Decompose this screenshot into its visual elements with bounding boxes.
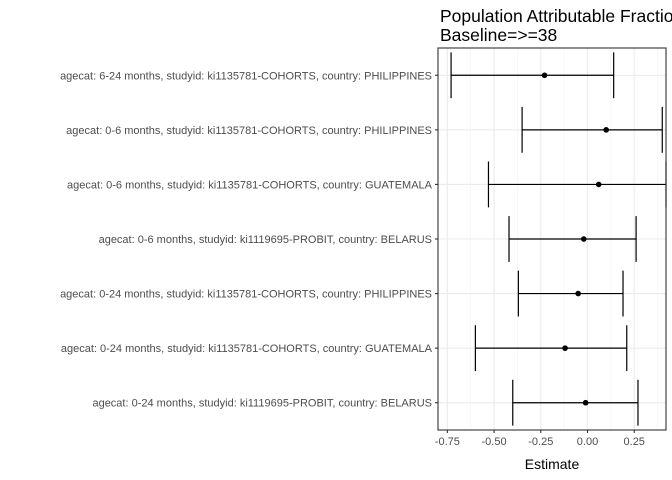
x-tick-label: -0.25 (528, 436, 553, 448)
chart-title: Population Attributable FractionBaseline… (440, 6, 672, 45)
estimate-point (580, 236, 587, 242)
plot-panel (437, 47, 667, 431)
y-tick-label: agecat: 0-6 months, studyid: ki1135781-C… (66, 125, 432, 137)
chart-title-line-1: Population Attributable Fraction (440, 6, 672, 26)
x-tick-label: 0.00 (577, 436, 598, 448)
estimate-point (603, 127, 609, 133)
y-tick-label: agecat: 6-24 months, studyid: ki1135781-… (60, 70, 432, 82)
x-tick-label: -0.75 (435, 436, 460, 448)
estimate-point (595, 181, 602, 188)
x-tick-label: -0.50 (482, 436, 507, 448)
estimate-point (575, 290, 581, 297)
y-tick-label: agecat: 0-6 months, studyid: ki1119695-P… (99, 234, 432, 246)
estimate-point (562, 345, 568, 351)
y-tick-label: agecat: 0-6 months, studyid: ki1135781-C… (67, 179, 433, 191)
x-axis-label: Estimate (525, 456, 580, 472)
x-axis: -0.75 -0.50 -0.25 0.00 0.25 (435, 430, 645, 448)
y-axis-labels: agecat: 6-24 months, studyid: ki1135781-… (60, 70, 438, 410)
x-tick-label: 0.25 (624, 436, 645, 448)
y-tick-label: agecat: 0-24 months, studyid: ki1135781-… (61, 343, 433, 355)
estimate-point (541, 72, 548, 79)
y-tick-label: agecat: 0-24 months, studyid: ki1135781-… (60, 289, 432, 301)
chart-title-line-2: Baseline=>=38 (440, 25, 557, 45)
y-tick-label: agecat: 0-24 months, studyid: ki1119695-… (92, 398, 432, 410)
estimate-point (582, 399, 589, 406)
